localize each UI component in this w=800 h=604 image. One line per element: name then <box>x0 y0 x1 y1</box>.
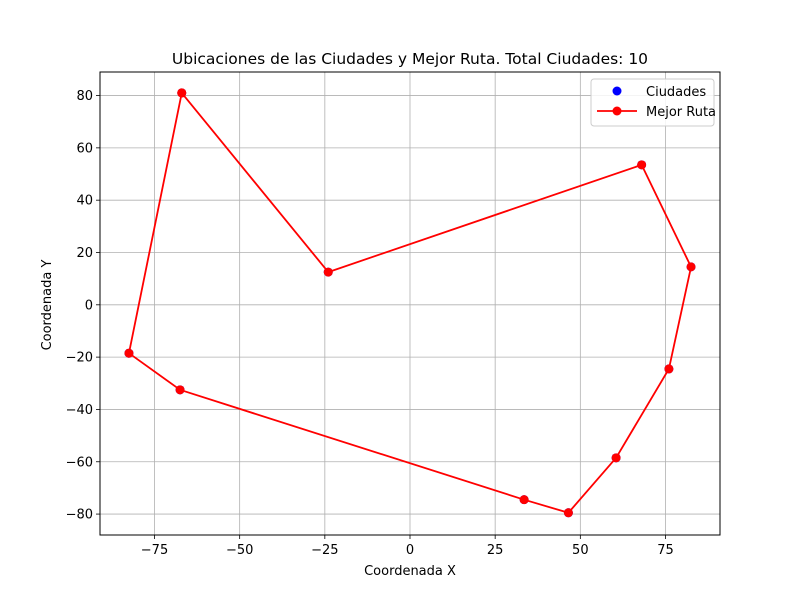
x-tick-label: 25 <box>487 543 504 558</box>
legend-marker-mejor-ruta <box>612 106 622 116</box>
route-marker <box>175 385 185 395</box>
y-tick-label: −20 <box>66 351 93 366</box>
route-marker <box>637 160 647 170</box>
x-axis-label: Coordenada X <box>364 564 456 579</box>
route-marker <box>519 495 529 505</box>
legend-label-mejor-ruta: Mejor Ruta <box>646 105 716 120</box>
y-tick-label: 20 <box>76 246 93 261</box>
y-tick-label: 60 <box>76 141 93 156</box>
x-tick-label: −50 <box>226 543 253 558</box>
route-marker <box>563 508 573 518</box>
x-tick-label: −75 <box>141 543 168 558</box>
legend: Ciudades Mejor Ruta <box>590 78 716 127</box>
x-tick-label: 50 <box>572 543 589 558</box>
route-marker <box>323 267 333 277</box>
grid-lines <box>100 72 720 535</box>
y-tick-label: 0 <box>85 298 93 313</box>
route-marker <box>686 262 696 272</box>
y-tick-label: −60 <box>66 455 93 470</box>
y-tick-label: 40 <box>76 194 93 209</box>
legend-marker-ciudades <box>612 86 622 96</box>
y-axis-label: Coordenada Y <box>40 260 55 351</box>
chart-title: Ubicaciones de las Ciudades y Mejor Ruta… <box>172 50 648 68</box>
route-marker <box>664 364 674 374</box>
axis-ticks: −75 −50 −25 0 25 50 75 −80 −60 −40 −20 0 20 40 60 80 <box>66 89 674 558</box>
y-tick-label: −40 <box>66 403 93 418</box>
y-tick-label: 80 <box>76 89 93 104</box>
y-tick-label: −80 <box>66 508 93 523</box>
legend-label-ciudades: Ciudades <box>646 85 706 100</box>
axes-frame <box>99 71 721 536</box>
x-tick-label: −25 <box>311 543 338 558</box>
legend-box <box>590 78 715 127</box>
x-tick-label: 0 <box>406 543 414 558</box>
plot-area <box>124 88 696 518</box>
route-marker <box>177 88 187 98</box>
route-marker <box>124 348 134 358</box>
x-tick-label: 75 <box>657 543 674 558</box>
route-marker <box>611 453 621 463</box>
